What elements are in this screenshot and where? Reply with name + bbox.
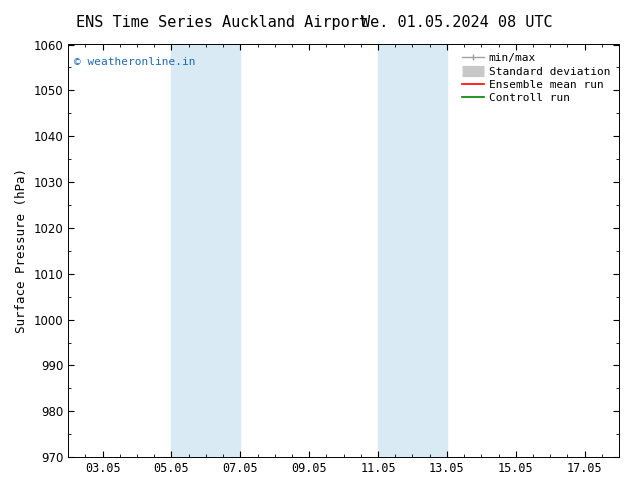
- Text: ENS Time Series Auckland Airport: ENS Time Series Auckland Airport: [76, 15, 368, 30]
- Bar: [378, 45, 447, 457]
- Text: © weatheronline.in: © weatheronline.in: [74, 57, 195, 67]
- Legend: min/max, Standard deviation, Ensemble mean run, Controll run: min/max, Standard deviation, Ensemble me…: [458, 50, 614, 107]
- Y-axis label: Surface Pressure (hPa): Surface Pressure (hPa): [15, 169, 28, 333]
- Text: We. 01.05.2024 08 UTC: We. 01.05.2024 08 UTC: [361, 15, 552, 30]
- Bar: [171, 45, 240, 457]
